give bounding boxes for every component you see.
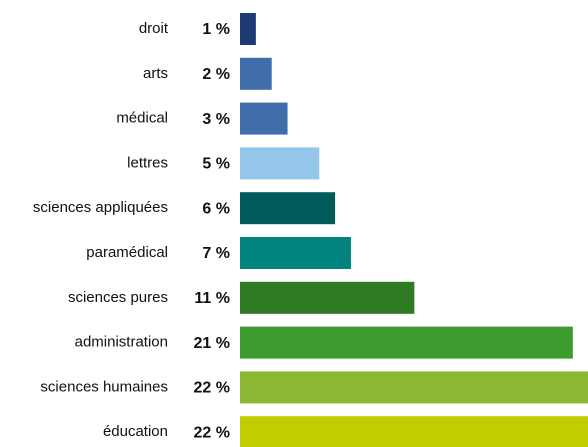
- value-label: 6 %: [202, 200, 230, 217]
- bar: [240, 147, 320, 180]
- category-label: arts: [143, 65, 168, 82]
- bar: [240, 13, 256, 45]
- bar: [240, 281, 415, 314]
- value-label: 22 %: [194, 424, 230, 441]
- category-label: administration: [75, 334, 168, 351]
- bar: [240, 416, 588, 447]
- category-label: sciences humaines: [40, 378, 168, 395]
- value-label: 11 %: [194, 290, 230, 307]
- bar: [240, 326, 573, 359]
- bar: [240, 237, 351, 269]
- value-label: 5 %: [202, 156, 230, 173]
- value-label: 1 %: [202, 21, 230, 38]
- category-label: droit: [139, 20, 169, 37]
- bar: [240, 102, 288, 135]
- bar: [240, 192, 336, 225]
- value-label: 21 %: [194, 335, 230, 352]
- category-label: lettres: [127, 154, 168, 171]
- value-label: 7 %: [202, 245, 230, 262]
- value-label: 22 %: [194, 380, 230, 397]
- category-label: médical: [116, 110, 168, 127]
- category-label: sciences pures: [68, 289, 168, 306]
- category-label: éducation: [103, 423, 168, 440]
- category-label: paramédical: [86, 244, 168, 261]
- value-label: 3 %: [202, 111, 230, 128]
- category-label: sciences appliquées: [33, 199, 168, 216]
- bar: [240, 57, 272, 90]
- bar: [240, 371, 588, 404]
- value-label: 2 %: [202, 66, 230, 83]
